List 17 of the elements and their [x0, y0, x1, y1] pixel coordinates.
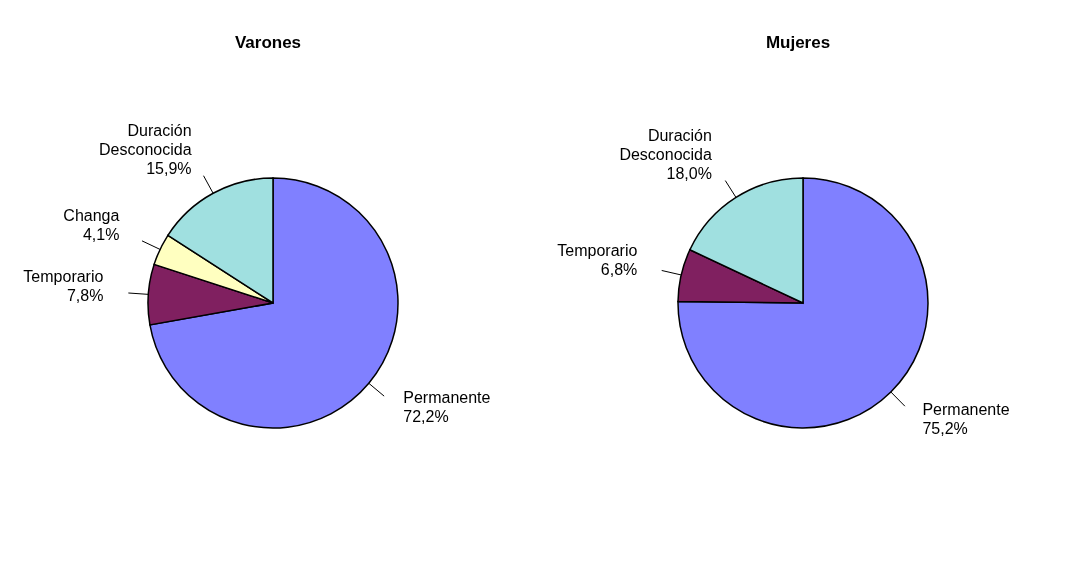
slice-label: Changa	[63, 207, 120, 225]
data-label: 7,8%	[66, 287, 104, 305]
data-label: 75,2%	[922, 419, 968, 437]
chart-title: Varones	[234, 33, 302, 52]
pie-slice	[149, 177, 399, 429]
slice-label: Permanente	[922, 400, 1010, 418]
data-label: 72,2%	[403, 408, 449, 426]
data-label: 4,1%	[82, 226, 120, 244]
slice-label: Duración Desconocida	[619, 127, 713, 164]
slice-label: Permanente	[403, 389, 491, 407]
slice-label: Temporario	[23, 268, 104, 286]
data-label: 6,8%	[600, 260, 638, 278]
chart-title: Mujeres	[765, 33, 831, 52]
data-label: 18,0%	[666, 165, 712, 183]
slice-label: Temporario	[557, 241, 638, 259]
data-label: 15,9%	[146, 159, 192, 177]
slice-label: Duración Desconocida	[99, 121, 192, 158]
